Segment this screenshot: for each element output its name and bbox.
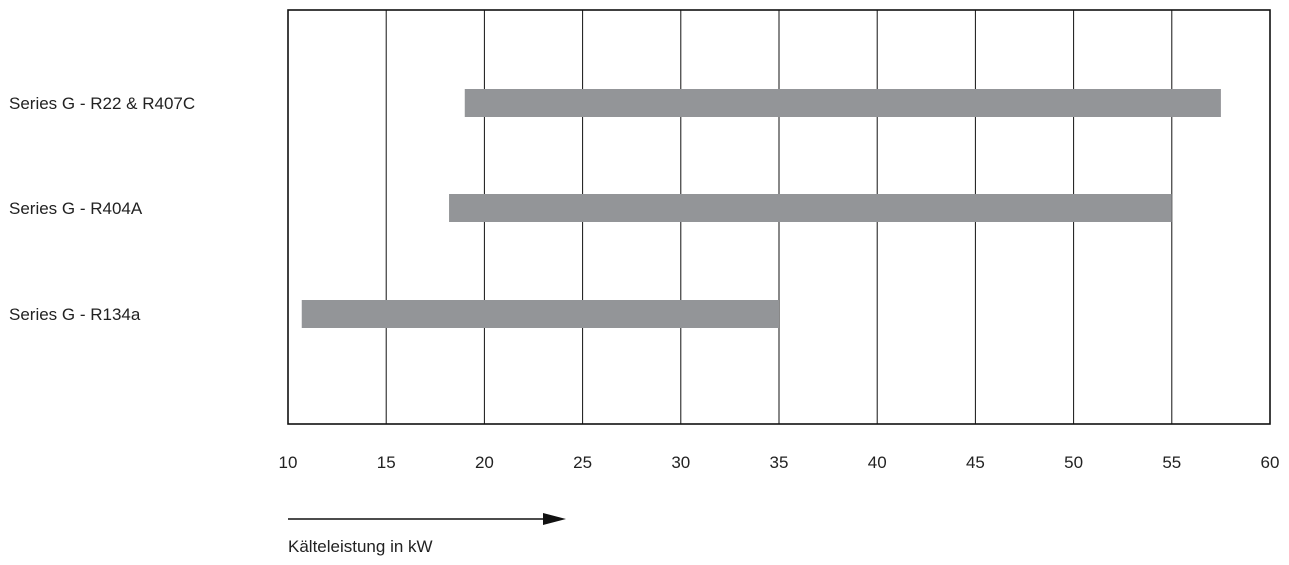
category-label: Series G - R22 & R407C	[9, 94, 195, 113]
x-tick-label: 40	[868, 453, 887, 472]
x-axis-arrow	[288, 513, 566, 525]
x-tick-label: 10	[279, 453, 298, 472]
range-bar	[464, 89, 1221, 117]
category-label: Series G - R404A	[9, 199, 143, 218]
x-tick-label: 25	[573, 453, 592, 472]
range-bar	[301, 300, 779, 328]
x-axis-label: Kälteleistung in kW	[288, 537, 433, 556]
x-tick-label: 30	[671, 453, 690, 472]
x-axis-arrow-head	[543, 513, 566, 525]
category-label: Series G - R134a	[9, 305, 141, 324]
x-tick-label: 45	[966, 453, 985, 472]
range-bar	[449, 194, 1172, 222]
x-tick-label: 35	[770, 453, 789, 472]
x-tick-label: 15	[377, 453, 396, 472]
category-label-layer: Series G - R22 & R407C Series G - R404A Se…	[9, 94, 195, 324]
x-tick-label: 60	[1261, 453, 1280, 472]
bar-layer	[301, 89, 1221, 328]
x-tick-label: 50	[1064, 453, 1083, 472]
x-tick-label: 55	[1162, 453, 1181, 472]
tick-label-layer: 10 15 20 25 30 35 40 45 50 55 60	[279, 453, 1280, 472]
x-tick-label: 20	[475, 453, 494, 472]
